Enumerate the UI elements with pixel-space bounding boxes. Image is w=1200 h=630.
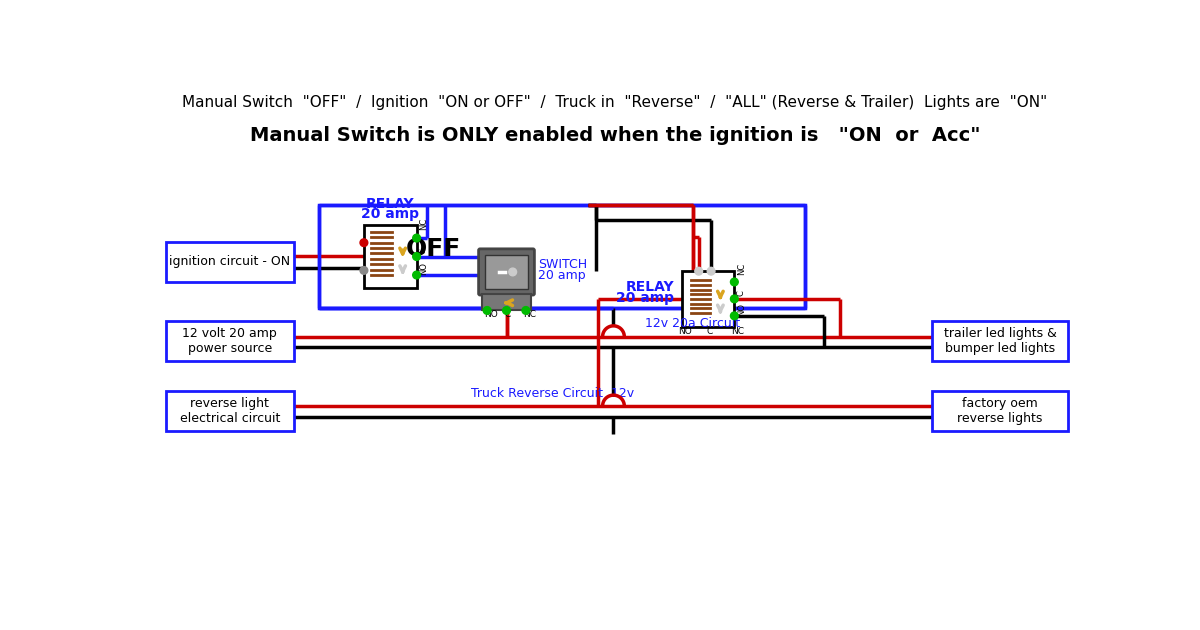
Circle shape	[731, 312, 738, 319]
Text: reverse light
electrical circuit: reverse light electrical circuit	[180, 396, 280, 425]
Text: 20 amp: 20 amp	[539, 269, 586, 282]
Circle shape	[695, 267, 702, 275]
Text: C: C	[419, 248, 428, 254]
Circle shape	[522, 307, 529, 314]
Circle shape	[731, 278, 738, 286]
FancyBboxPatch shape	[481, 294, 532, 311]
Text: 20 amp: 20 amp	[616, 291, 674, 305]
Text: Truck Reverse Circuit  12v: Truck Reverse Circuit 12v	[472, 387, 635, 399]
Text: 12 volt 20 amp
power source: 12 volt 20 amp power source	[182, 327, 277, 355]
FancyBboxPatch shape	[166, 242, 294, 282]
Text: 20 amp: 20 amp	[361, 207, 419, 221]
Text: NO: NO	[484, 309, 498, 319]
Text: RELAY: RELAY	[366, 197, 414, 211]
Text: Manual Switch  "OFF"  /  Ignition  "ON or OFF"  /  Truck in  "Reverse"  /  "ALL": Manual Switch "OFF" / Ignition "ON or OF…	[182, 95, 1048, 110]
Circle shape	[413, 253, 420, 260]
Text: NO: NO	[678, 326, 692, 336]
Circle shape	[509, 268, 516, 276]
Text: Manual Switch is ONLY enabled when the ignition is   "ON  or  Acc": Manual Switch is ONLY enabled when the i…	[250, 126, 980, 145]
FancyBboxPatch shape	[479, 249, 534, 295]
Text: NC: NC	[523, 309, 535, 319]
FancyBboxPatch shape	[932, 391, 1068, 430]
Circle shape	[707, 267, 715, 275]
Text: ignition circuit - ON: ignition circuit - ON	[169, 255, 290, 268]
Text: NC: NC	[731, 326, 744, 336]
Text: SWITCH: SWITCH	[539, 258, 588, 271]
FancyBboxPatch shape	[932, 321, 1068, 361]
Circle shape	[413, 271, 420, 279]
Text: C: C	[505, 309, 511, 319]
Text: NO: NO	[419, 263, 428, 275]
Text: OFF: OFF	[406, 237, 461, 261]
Text: NO: NO	[737, 303, 745, 316]
Circle shape	[360, 266, 367, 274]
FancyBboxPatch shape	[166, 391, 294, 430]
FancyBboxPatch shape	[485, 255, 528, 289]
Text: factory oem
reverse lights: factory oem reverse lights	[958, 396, 1043, 425]
Text: RELAY: RELAY	[625, 280, 674, 294]
Text: NC: NC	[737, 263, 745, 275]
Text: NC: NC	[419, 218, 428, 230]
Circle shape	[484, 307, 491, 314]
Circle shape	[413, 234, 420, 242]
Circle shape	[503, 307, 510, 314]
Text: C: C	[737, 290, 745, 296]
Text: C: C	[707, 326, 713, 336]
Text: 12v 20a Circuit: 12v 20a Circuit	[644, 318, 740, 330]
Circle shape	[731, 295, 738, 303]
FancyBboxPatch shape	[682, 271, 734, 326]
Circle shape	[360, 239, 367, 246]
Text: trailer led lights &
bumper led lights: trailer led lights & bumper led lights	[943, 327, 1057, 355]
FancyBboxPatch shape	[364, 225, 416, 288]
FancyBboxPatch shape	[166, 321, 294, 361]
